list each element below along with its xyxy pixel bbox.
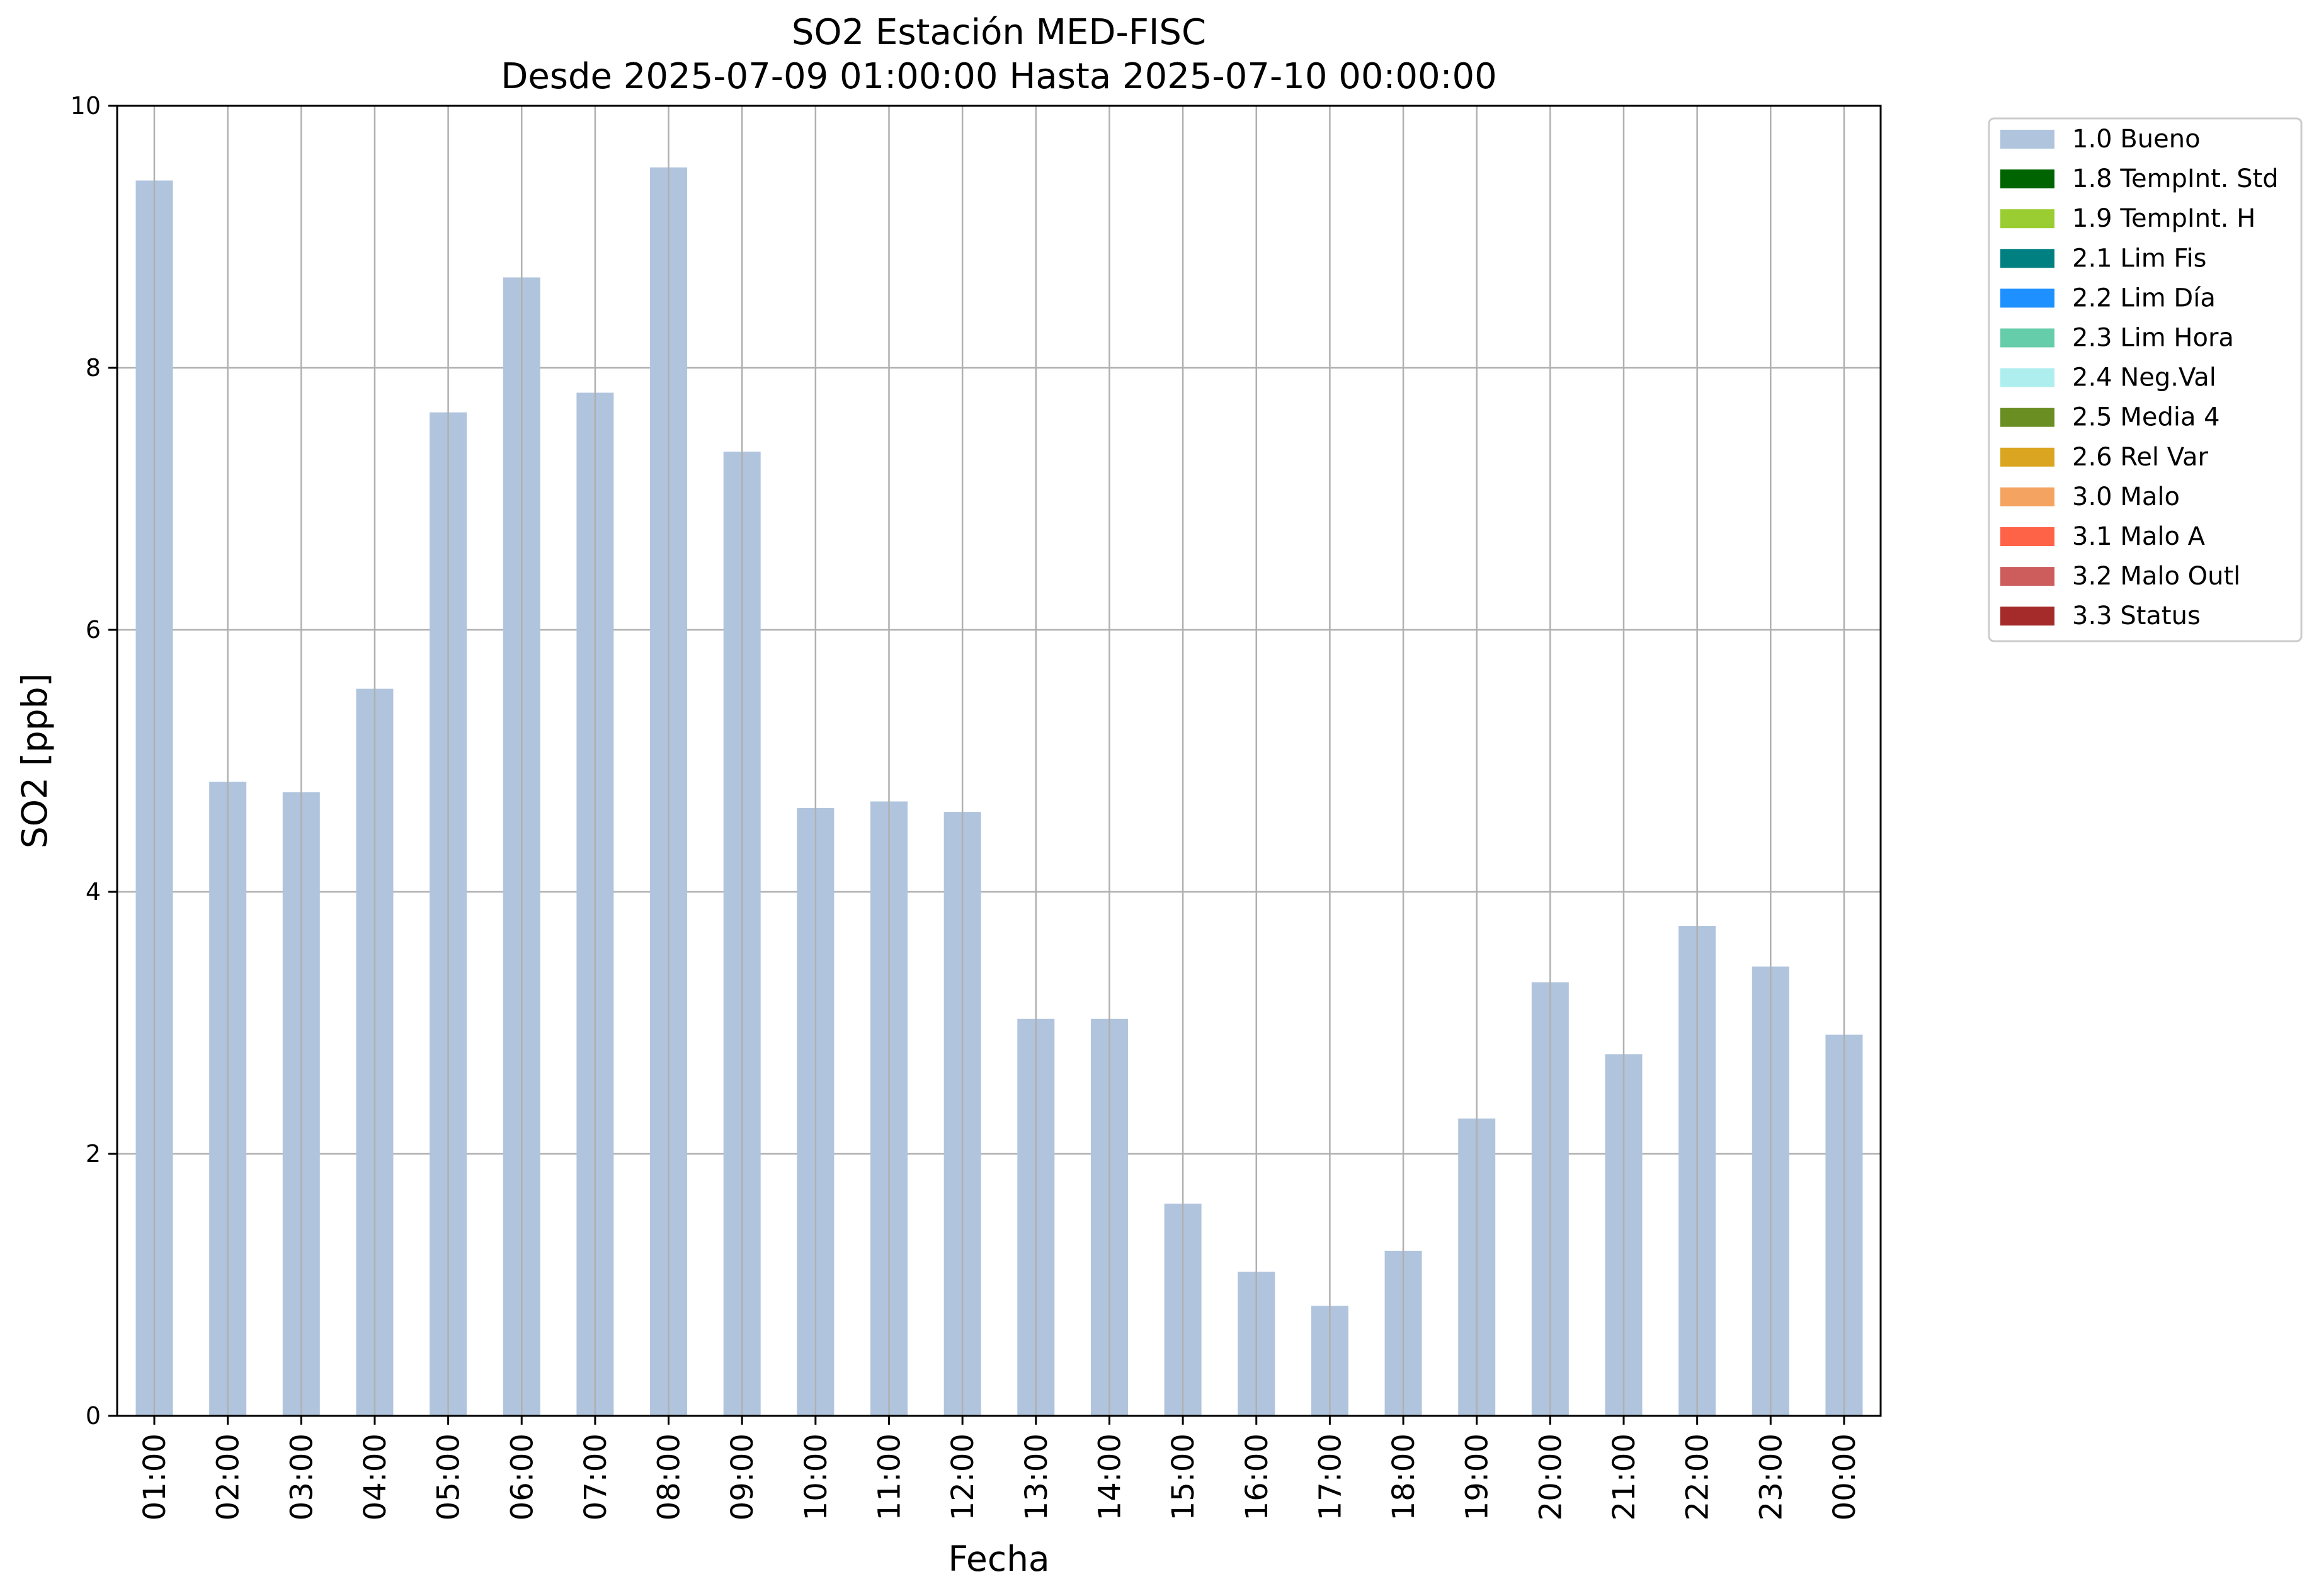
x-axis-label: Fecha [948,1539,1049,1579]
x-tick-label: 00:00 [1827,1434,1862,1520]
legend-swatch [2000,607,2054,626]
y-tick-label: 4 [86,878,101,906]
y-tick-label: 0 [86,1402,101,1430]
legend-swatch [2000,567,2054,586]
x-tick-label: 01:00 [137,1434,173,1520]
legend: 1.0 Bueno 1.8 TempInt. Std 1.9 TempInt. H 2… [1988,117,2303,642]
legend-swatch [2000,447,2054,467]
x-tick-label: 11:00 [872,1434,908,1520]
legend-swatch [2000,209,2054,229]
legend-label: 3.3 Status [2072,601,2201,630]
x-tick-label: 22:00 [1680,1434,1716,1520]
plot-frame [116,105,1882,1417]
x-tick-label: 17:00 [1313,1434,1348,1520]
x-tick-label: 13:00 [1019,1434,1054,1520]
x-tick-label: 14:00 [1092,1434,1127,1520]
x-tick-label: 10:00 [799,1434,834,1520]
x-tick-label: 19:00 [1460,1434,1495,1520]
y-axis-label: SO2 [ppb] [14,673,55,848]
legend-label: 3.2 Malo Outl [2072,562,2240,591]
x-tick-label: 08:00 [652,1434,687,1520]
legend-swatch [2000,130,2054,149]
x-tick-label: 02:00 [211,1434,246,1520]
y-axis-ticks: 0 2 4 6 8 10 [71,92,117,1430]
legend-box [1988,117,2303,642]
y-tick-label: 10 [71,92,101,120]
legend-swatch [2000,169,2054,189]
legend-swatch [2000,487,2054,506]
legend-label: 1.0 Bueno [2072,125,2201,154]
legend-swatch [2000,288,2054,308]
legend-swatch [2000,408,2054,427]
chart-subtitle: Desde 2025-07-09 01:00:00 Hasta 2025-07-… [501,56,1497,97]
y-tick-label: 2 [86,1140,101,1168]
x-tick-label: 23:00 [1753,1434,1789,1520]
x-tick-label: 09:00 [725,1434,760,1520]
x-tick-label: 20:00 [1533,1434,1568,1520]
chart-title: SO2 Estación MED-FISC [792,12,1206,53]
legend-swatch [2000,527,2054,546]
legend-label: 1.9 TempInt. H [2072,204,2255,233]
x-tick-label: 07:00 [578,1434,613,1520]
legend-label: 2.4 Neg.Val [2072,363,2216,392]
x-tick-label: 21:00 [1607,1434,1642,1520]
legend-label: 3.1 Malo A [2072,522,2206,551]
legend-label: 3.0 Malo [2072,482,2180,511]
legend-label: 2.1 Lim Fis [2072,244,2206,273]
x-tick-label: 16:00 [1239,1434,1275,1520]
y-tick-label: 8 [86,354,101,382]
x-tick-label: 03:00 [284,1434,319,1520]
legend-label: 2.2 Lim Día [2072,283,2216,312]
x-tick-label: 12:00 [945,1434,981,1520]
legend-label: 2.6 Rel Var [2072,443,2209,472]
vertical-grid [153,106,1845,1416]
legend-label: 2.5 Media 4 [2072,403,2220,432]
legend-swatch [2000,368,2054,387]
y-tick-label: 6 [86,616,101,644]
x-tick-label: 04:00 [358,1434,393,1520]
x-tick-label: 18:00 [1386,1434,1422,1520]
legend-swatch [2000,249,2054,268]
x-axis-ticks: 01:00 02:00 03:00 04:00 05:00 06:00 07:00 08:00… [137,1416,1862,1520]
x-tick-label: 15:00 [1166,1434,1201,1520]
x-tick-label: 05:00 [431,1434,467,1520]
legend-label: 1.8 TempInt. Std [2072,164,2279,193]
x-tick-label: 06:00 [504,1434,540,1520]
legend-swatch [2000,328,2054,348]
legend-label: 2.3 Lim Hora [2072,324,2234,353]
